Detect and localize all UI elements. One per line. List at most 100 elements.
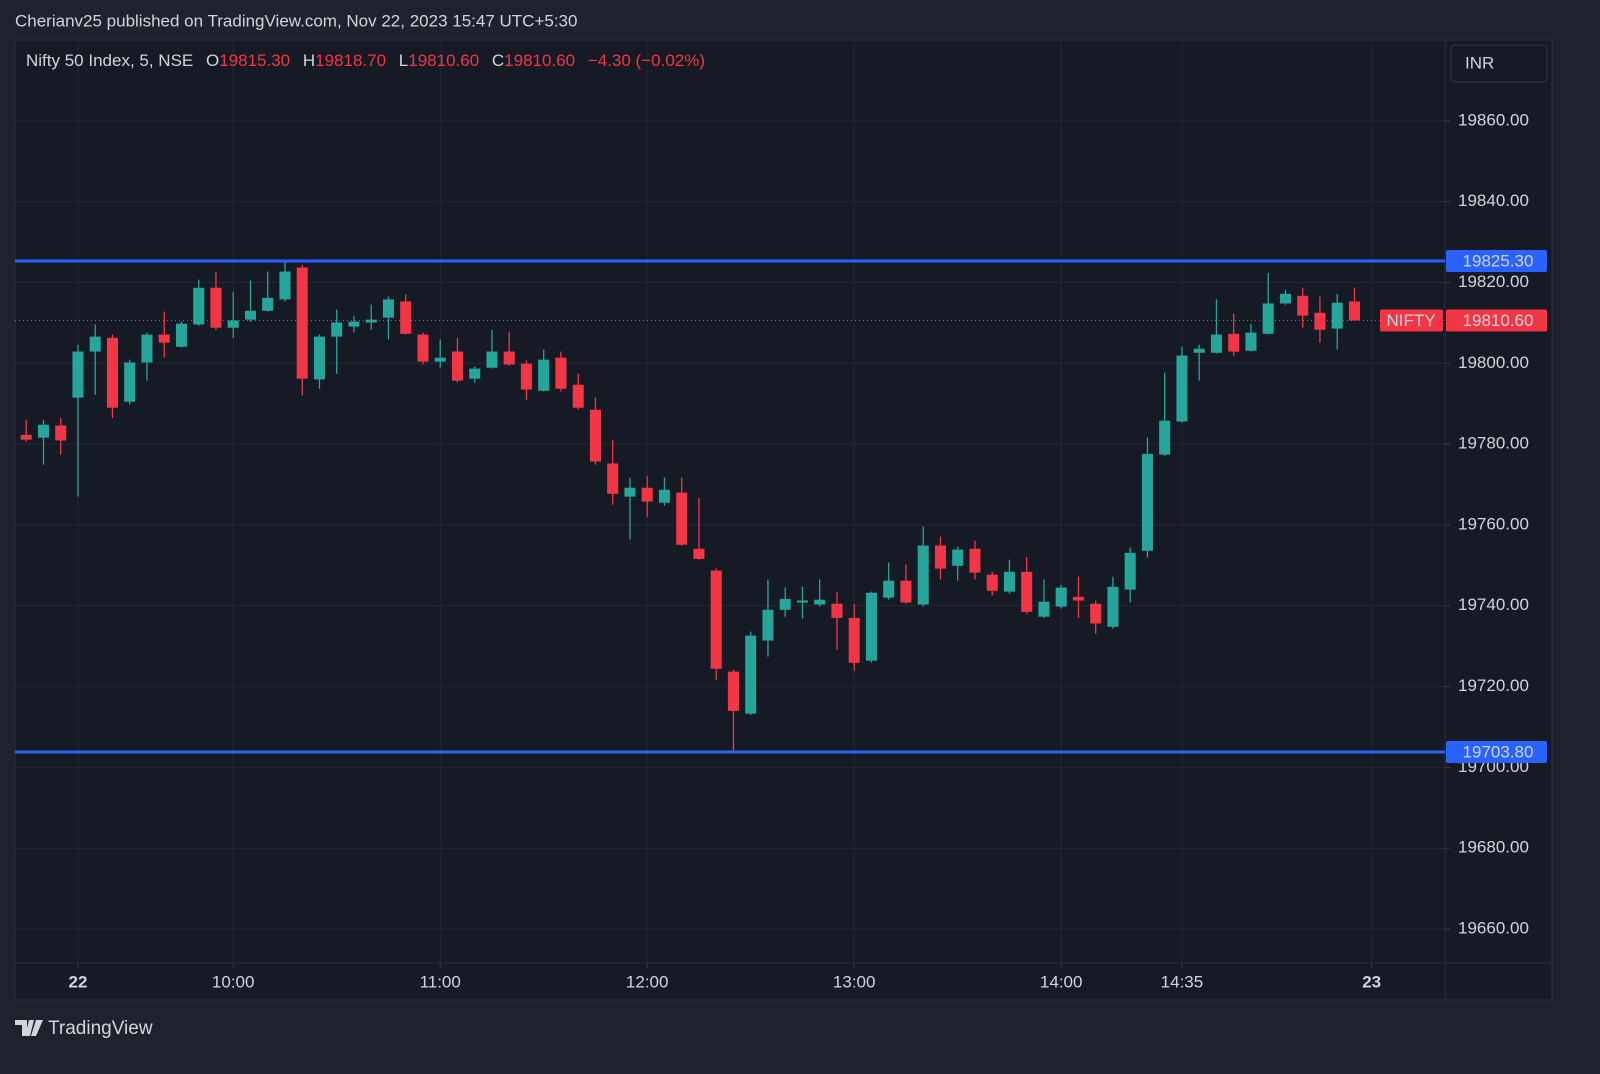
y-tick-label: 19780.00 [1458, 434, 1529, 453]
candle-body [555, 357, 567, 389]
candle-body [814, 599, 826, 605]
candle-body [503, 351, 515, 365]
footer-brand: TradingView [48, 1018, 153, 1039]
last-price-box [1446, 309, 1547, 332]
candle-body [986, 574, 998, 591]
candle-body [262, 297, 274, 311]
candle-body [1245, 332, 1257, 351]
candle-body [141, 334, 153, 363]
candle-body [848, 617, 860, 663]
candle-body [72, 351, 84, 398]
candle-body [1055, 587, 1067, 607]
candle-body [1038, 601, 1050, 617]
candle-body [348, 321, 360, 327]
candle-body [865, 592, 877, 661]
candle-body [1090, 603, 1102, 624]
y-tick-label: 19660.00 [1458, 919, 1529, 938]
candle-body [434, 357, 446, 362]
ohlc-label: L [399, 51, 408, 70]
candle-body [1348, 301, 1360, 321]
candle-body [1107, 586, 1119, 627]
candle-body [20, 434, 32, 440]
candle-body [624, 487, 636, 497]
candle-body [382, 299, 394, 318]
x-tick-label: 23 [1362, 972, 1381, 991]
candle-body [469, 368, 481, 379]
level-label: 19825.30 [1463, 252, 1534, 271]
candle-body [1021, 571, 1033, 612]
x-tick-label: 22 [69, 972, 88, 991]
x-tick-label: 12:00 [626, 972, 669, 991]
candle-body [1159, 420, 1171, 455]
candle-body [900, 580, 912, 603]
candle-body [520, 363, 532, 390]
y-tick-label: 19820.00 [1458, 272, 1529, 291]
ohlc-value: 19810.60 [408, 51, 479, 70]
candle-body [193, 287, 205, 325]
y-tick-label: 19760.00 [1458, 514, 1529, 533]
symbol: Nifty 50 Index, 5, NSE [26, 51, 193, 70]
candle-body [1072, 596, 1084, 601]
candle-body [658, 489, 670, 503]
candle-body [227, 320, 239, 328]
footer-logo [15, 1020, 43, 1036]
published-line: Cherianv25 published on TradingView.com,… [15, 11, 577, 30]
level-label: 19703.80 [1463, 743, 1534, 762]
candle-body [1228, 333, 1240, 352]
candle-body [538, 359, 550, 391]
candle-body [55, 425, 67, 441]
last-price-label: 19810.60 [1463, 311, 1534, 330]
candle-body [762, 609, 774, 641]
candle-body [158, 334, 170, 343]
candle-body [1193, 348, 1205, 353]
y-tick-label: 19840.00 [1458, 191, 1529, 210]
level-label-box [1446, 741, 1547, 764]
x-tick-label: 14:00 [1040, 972, 1083, 991]
candle-body [106, 337, 118, 408]
logo-mark [15, 1020, 43, 1036]
candle-body [589, 409, 601, 462]
y-tick-label: 19860.00 [1458, 110, 1529, 129]
ohlc-value: 19815.30 [219, 51, 290, 70]
candle-body [1124, 552, 1136, 590]
ohlc-value: 19818.70 [315, 51, 386, 70]
candle-body [400, 301, 412, 334]
candle-body [313, 336, 325, 380]
candle-body [607, 463, 619, 494]
candle-body [1331, 302, 1343, 329]
last-price-name-box [1380, 309, 1443, 332]
y-tick-label: 19680.00 [1458, 838, 1529, 857]
candle-body [831, 603, 843, 618]
level-label-box [1446, 250, 1547, 273]
candle-body [796, 600, 808, 603]
candle-body [1297, 295, 1309, 316]
currency[interactable]: INR [1465, 53, 1494, 72]
candle-body [779, 598, 791, 610]
y-tick-label: 19800.00 [1458, 353, 1529, 372]
candle-body [365, 319, 377, 323]
y-tick-label: 19720.00 [1458, 676, 1529, 695]
currency-box[interactable] [1450, 44, 1548, 83]
candle-body [745, 635, 757, 714]
change: −4.30 (−0.02%) [588, 51, 705, 70]
candle-body [1314, 312, 1326, 330]
candle-body [451, 351, 463, 381]
candle-body [296, 267, 308, 379]
candle-body [917, 545, 929, 605]
x-tick-label: 14:35 [1161, 972, 1204, 991]
candle-body [934, 545, 946, 569]
candle-body [210, 287, 222, 328]
last-price-name: NIFTY [1386, 311, 1435, 330]
candle-body [693, 548, 705, 559]
candle-body [89, 336, 101, 352]
candle-body [1003, 571, 1015, 592]
x-tick-label: 11:00 [420, 972, 461, 991]
pane [14, 39, 1553, 1001]
candle-body [883, 580, 895, 598]
candle-body [952, 549, 964, 566]
candle-body [1141, 453, 1153, 551]
candle-body [1279, 293, 1291, 304]
ohlc-value: 19810.60 [504, 51, 575, 70]
